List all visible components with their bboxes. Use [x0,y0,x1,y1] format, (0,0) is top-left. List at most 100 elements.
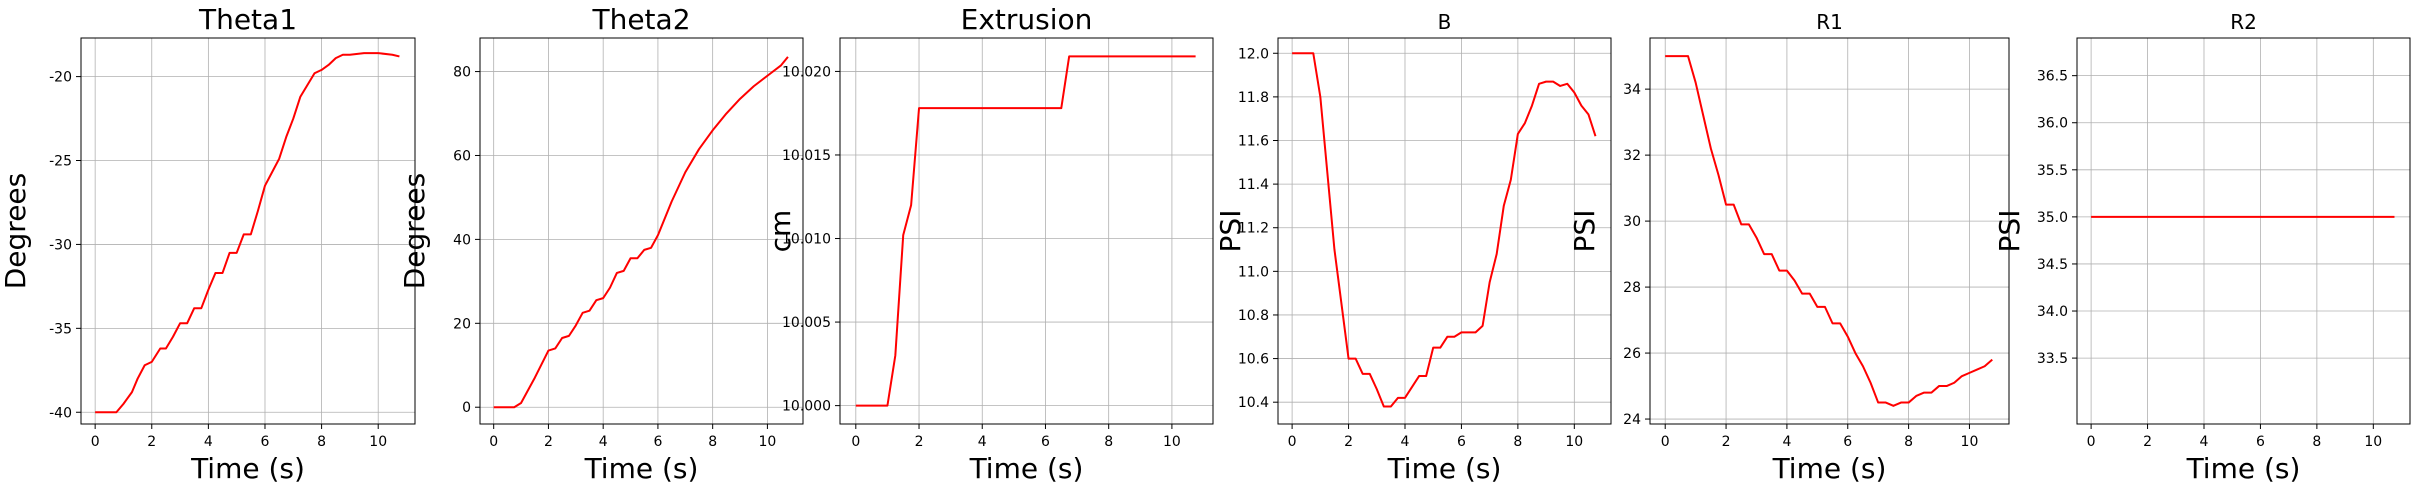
x-tick-label: 2 [544,434,553,450]
y-tick-label: -30 [49,237,72,253]
y-tick-label: 26 [1623,346,1641,362]
axes-frame [1277,37,1612,425]
y-tick-label: 33.5 [2037,351,2068,367]
y-tick-label: -20 [49,70,72,86]
x-tick-label: 8 [2312,434,2321,450]
y-axis-label: Degrees [398,173,431,290]
x-tick-label: 10 [1961,434,1979,450]
axes-frame [479,37,804,425]
y-tick-label: 10.010 [782,232,831,248]
axes-frame [1649,37,2010,425]
x-tick-label: 10 [2364,434,2382,450]
y-tick-label: 10.6 [1238,352,1269,368]
y-tick-label: 10.8 [1238,308,1269,324]
y-tick-label: 80 [453,65,471,81]
chart-panel-2: 0 2 4 6 8 10 0 20 40 60 80 Theta2 Time (s) Degrees [398,3,804,485]
y-tick-label: 36.0 [2037,116,2068,132]
axes-frame [839,37,1214,425]
x-tick-label: 0 [91,434,100,450]
x-tick-label: 8 [1104,434,1113,450]
y-tick-label: 0 [462,400,471,416]
y-tick-label: 24 [1623,412,1641,428]
y-tick-label: 28 [1623,280,1641,296]
y-tick-label: 10.000 [782,399,831,415]
x-tick-label: 8 [1513,434,1522,450]
y-tick-label: -35 [49,321,72,337]
y-tick-label: 11.6 [1238,133,1269,149]
x-tick-label: 10 [1163,434,1181,450]
axes-frame [2076,37,2411,425]
y-tick-label: 10.005 [782,315,831,331]
x-tick-label: 6 [653,434,662,450]
x-tick-label: 10 [1565,434,1583,450]
x-tick-label: 10 [759,434,777,450]
x-tick-label: 4 [2200,434,2209,450]
x-tick-label: 6 [1843,434,1852,450]
x-tick-label: 0 [1661,434,1670,450]
x-tick-label: 0 [2087,434,2096,450]
chart-panel-3: 0 2 4 6 8 10 10.000 10.005 10.010 10.015 10.020 Ext… [764,3,1214,485]
series-line [95,52,400,414]
y-tick-label: 20 [453,316,471,332]
y-tick-label: 32 [1623,148,1641,164]
x-tick-label: 4 [1401,434,1410,450]
y-axis-label: PSI [1214,210,1247,253]
x-tick-label: 8 [317,434,326,450]
chart-title: Theta2 [591,3,690,36]
x-tick-label: 2 [2143,434,2152,450]
x-tick-label: 0 [489,434,498,450]
x-tick-label: 0 [851,434,860,450]
x-tick-label: 4 [204,434,213,450]
chart-title: B [1438,10,1452,34]
x-tick-label: 0 [1288,434,1297,450]
y-tick-label: 12.0 [1238,46,1269,62]
x-tick-label: 10 [369,434,387,450]
y-tick-label: -40 [49,405,72,421]
series-line [855,55,1196,407]
series-line [1665,55,1993,407]
y-tick-label: 34.0 [2037,304,2068,320]
x-tick-label: 4 [978,434,987,450]
y-tick-label: 36.5 [2037,69,2068,85]
y-tick-label: 30 [1623,214,1641,230]
series-line [1292,52,1597,408]
x-axis-label: Time (s) [1772,452,1887,485]
x-axis-label: Time (s) [584,452,699,485]
y-tick-label: 11.0 [1238,264,1269,280]
x-tick-label: 2 [915,434,924,450]
chart-panel-1: 0 2 4 6 8 10 -40 -35 -30 -25 -20 Theta1 Time (s) Degr… [0,3,416,485]
x-tick-label: 4 [599,434,608,450]
chart-title: R1 [1816,10,1843,34]
y-tick-label: 34.5 [2037,257,2068,273]
chart-panel-6: 0 2 4 6 8 10 33.5 34.0 34.5 35.0 35.5 36.0 36.5 R2 Tim… [1993,10,2411,485]
x-tick-label: 6 [261,434,270,450]
chart-title: Extrusion [961,3,1093,36]
y-tick-label: 60 [453,148,471,164]
y-axis-label: cm [764,210,797,253]
x-tick-label: 2 [147,434,156,450]
x-axis-label: Time (s) [2186,452,2301,485]
axes-frame [80,37,416,425]
y-tick-label: 10.4 [1238,395,1269,411]
y-tick-label: 35.5 [2037,163,2068,179]
x-axis-label: Time (s) [969,452,1084,485]
x-tick-label: 8 [1904,434,1913,450]
y-tick-label: 10.015 [782,148,831,164]
y-tick-label: -25 [49,154,72,170]
series-line [493,56,789,409]
chart-panel-4: 0 2 4 6 8 10 10.4 10.6 10.8 11.0 11.2 11.4 11.6 11.8 1… [1214,10,1612,485]
chart-title: R2 [2230,10,2257,34]
x-axis-label: Time (s) [190,452,305,485]
x-tick-label: 2 [1722,434,1731,450]
x-tick-label: 8 [708,434,717,450]
y-axis-label: PSI [1568,210,1601,253]
y-axis-label: PSI [1993,210,2026,253]
y-axis-label: Degrees [0,173,32,290]
x-axis-label: Time (s) [1387,452,1502,485]
y-tick-label: 11.4 [1238,177,1269,193]
x-tick-label: 6 [1041,434,1050,450]
y-tick-label: 34 [1623,82,1641,98]
y-tick-label: 35.0 [2037,210,2068,226]
